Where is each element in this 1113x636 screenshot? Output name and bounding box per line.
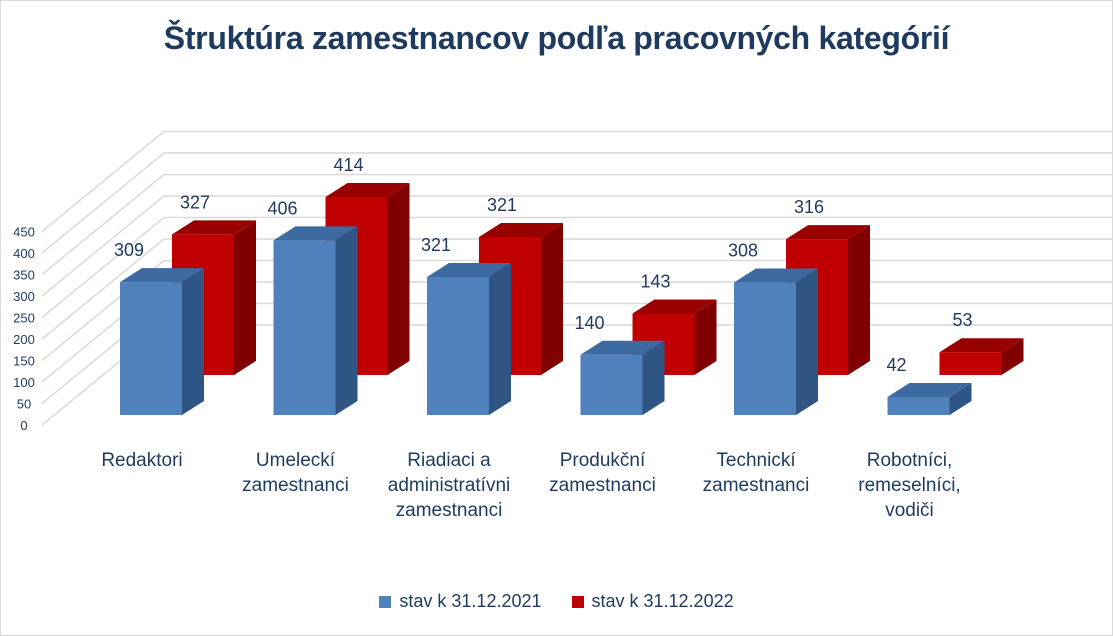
y-tick-label: 100: [13, 375, 35, 390]
bar-top: [273, 226, 358, 241]
bar-side: [796, 268, 818, 415]
gridline-diag: [41, 195, 165, 297]
category-label: zamestnanci: [396, 500, 503, 521]
bar-2021: [273, 226, 358, 415]
bar-front: [939, 352, 1002, 375]
bar-2021: [427, 262, 511, 415]
category-label: Produkční: [560, 450, 646, 471]
bar-2021: [580, 340, 665, 415]
bar-top: [120, 268, 204, 283]
data-label: 321: [421, 235, 451, 255]
category-label: zamestnanci: [703, 475, 810, 496]
bar-side: [182, 268, 204, 415]
y-tick-label: 0: [20, 418, 27, 433]
bar-top: [580, 340, 665, 355]
bar-top: [325, 182, 410, 197]
bar-side: [949, 382, 972, 415]
bar-front: [580, 354, 643, 415]
bar-side: [234, 220, 256, 375]
legend-item-2021: stav k 31.12.2021: [379, 591, 542, 612]
legend-swatch-2021: [379, 595, 392, 608]
bar-top: [887, 382, 972, 397]
data-label: 316: [794, 197, 824, 217]
bar-top: [632, 299, 717, 314]
y-tick-label: 50: [17, 397, 31, 412]
bar-side: [387, 182, 410, 375]
y-tick-label: 250: [13, 311, 35, 326]
bar-side: [335, 226, 358, 415]
data-label: 143: [640, 272, 670, 292]
bar-side: [1001, 338, 1024, 375]
legend-label-2021: stav k 31.12.2021: [399, 591, 542, 611]
data-label: 140: [574, 313, 604, 333]
bar-top: [479, 222, 563, 237]
bar-side: [848, 225, 870, 375]
category-label: Riadiaci a: [407, 450, 491, 471]
category-label: administratívni: [388, 475, 511, 496]
legend-label-2022: stav k 31.12.2022: [591, 591, 734, 611]
data-label: 414: [333, 155, 363, 175]
bar-2021: [120, 268, 204, 415]
bar-top: [427, 262, 511, 277]
data-label: 321: [487, 195, 517, 215]
category-label: zamestnanci: [549, 475, 656, 496]
legend-item-2022: stav k 31.12.2022: [571, 591, 734, 612]
y-tick-label: 350: [13, 268, 35, 283]
bar-top: [734, 268, 818, 283]
legend: stav k 31.12.2021 stav k 31.12.2022: [0, 591, 1113, 612]
bar-top: [786, 225, 870, 240]
data-label: 406: [267, 198, 297, 218]
data-label: 42: [886, 355, 906, 375]
legend-swatch-2022: [571, 595, 584, 608]
category-label: Umeleckí: [256, 450, 336, 471]
bar-front: [273, 240, 336, 415]
gridline-diag: [41, 238, 165, 340]
category-label: Robotníci,: [867, 450, 953, 471]
y-tick-label: 400: [13, 246, 35, 261]
chart-title: Štruktúra zamestnancov podľa pracovných …: [163, 20, 950, 56]
data-label: 308: [728, 241, 758, 261]
gridline-diag: [41, 152, 165, 254]
category-label: Technickí: [716, 450, 796, 471]
y-tick-label: 300: [13, 289, 35, 304]
bar-side: [489, 262, 511, 415]
bar-front: [120, 282, 182, 415]
category-label: zamestnanci: [242, 475, 349, 496]
bar-top: [939, 338, 1024, 353]
bar-2021: [734, 268, 818, 415]
bar-front: [887, 396, 950, 415]
bar-2022: [939, 338, 1024, 375]
bar-layer: [120, 182, 1024, 415]
y-tick-label: 450: [13, 225, 35, 240]
bar-side: [541, 222, 563, 375]
bar-front: [427, 276, 489, 415]
category-label: Redaktori: [101, 450, 182, 471]
data-label: 327: [180, 192, 210, 212]
gridline-diag: [41, 130, 165, 233]
bar-side: [694, 299, 717, 375]
data-label: 309: [114, 240, 144, 260]
category-label: vodiči: [885, 500, 934, 521]
gridline-diag: [41, 216, 165, 319]
y-tick-label: 200: [13, 332, 35, 347]
category-label: remeselníci,: [858, 475, 960, 496]
y-tick-label: 150: [13, 354, 35, 369]
bar-2021: [887, 382, 972, 415]
data-label: 53: [952, 310, 972, 330]
bar-side: [642, 340, 665, 415]
gridline-diag: [41, 173, 165, 276]
label-layer: 0 50 100 150 200 250 300 350 400 450 327 309 Redakto…: [13, 155, 972, 521]
bar-front: [734, 282, 796, 415]
bar-top: [172, 220, 256, 235]
